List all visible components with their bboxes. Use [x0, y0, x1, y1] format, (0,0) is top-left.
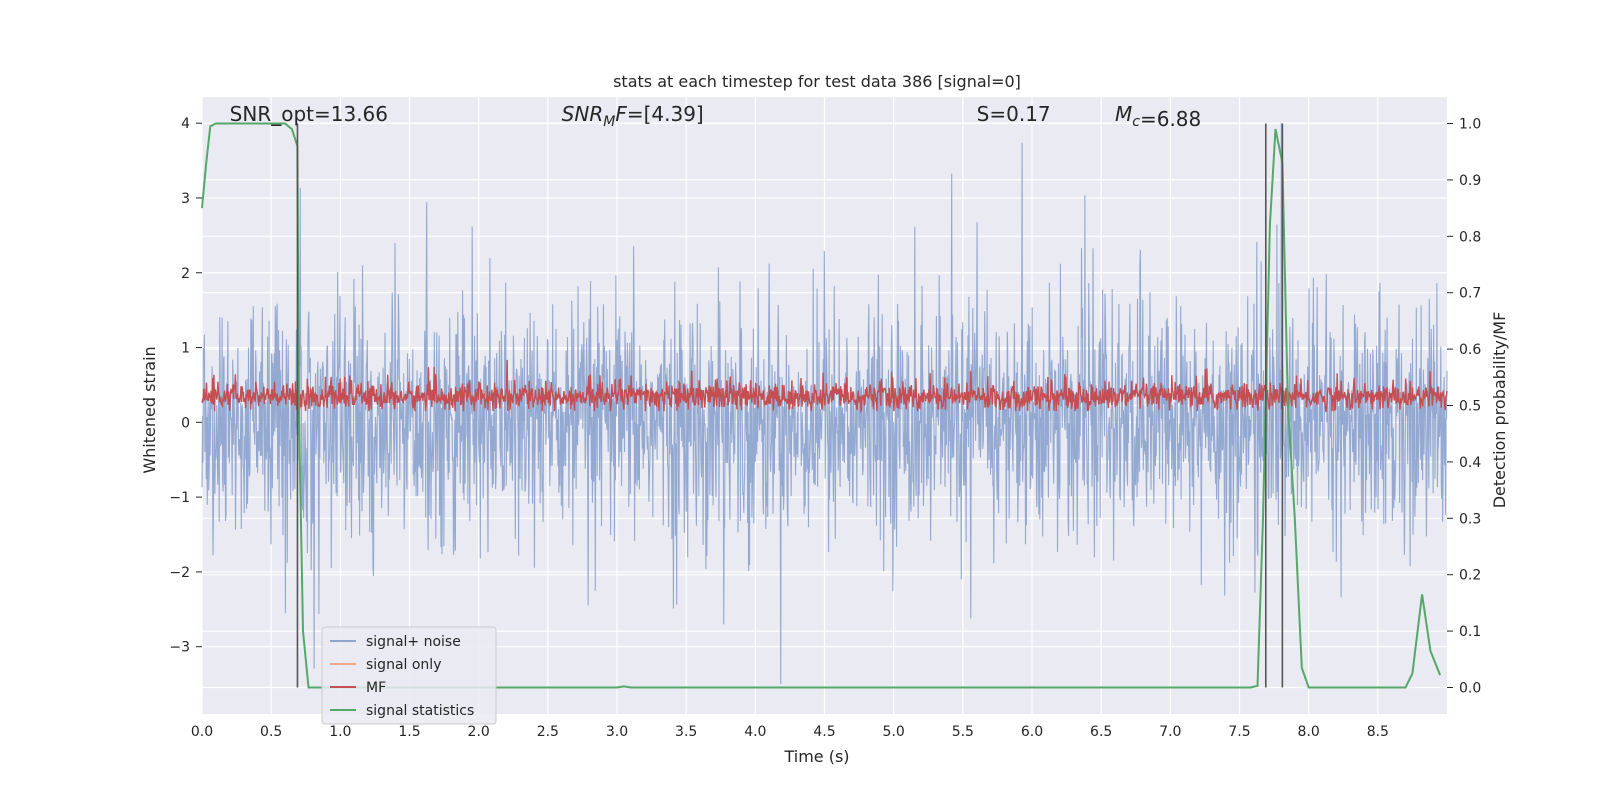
legend-box [321, 626, 497, 725]
x-tick-label: 0.0 [191, 724, 213, 740]
legend-label: signal+ noise [366, 634, 461, 650]
annotation-text: SNRMF=[4.39] [562, 102, 704, 130]
annotation-suffix: F [615, 102, 627, 126]
vertical-markers [296, 123, 1284, 688]
y-tick-label-right: 0.3 [1459, 511, 1481, 527]
x-tick-label: 8.0 [1298, 724, 1320, 740]
x-tick-label: 5.5 [952, 724, 974, 740]
annotation-value: =6.88 [1140, 107, 1201, 131]
x-tick-label: 6.0 [1021, 724, 1043, 740]
x-tick-label: 1.0 [329, 724, 351, 740]
y-tick-label-right: 0.7 [1459, 286, 1481, 302]
y-axis-label-left: Whitened strain [140, 346, 159, 473]
y-tick-label-right: 0.4 [1459, 455, 1481, 471]
annotation-text: S=0.17 [977, 102, 1051, 126]
y-tick-label-right: 1.0 [1459, 117, 1481, 133]
legend-label: signal statistics [366, 703, 474, 719]
y-tick-label-right: 0.1 [1459, 624, 1481, 640]
y-tick-label-left: −1 [169, 490, 190, 506]
annotation-value: =13.66 [314, 102, 388, 126]
signal-statistics-line [201, 122, 1442, 689]
legend-label: MF [366, 680, 386, 696]
signal-noise-series [201, 123, 1448, 685]
y-tick-label-left: −3 [169, 640, 190, 656]
annotation-subscript: c [1132, 114, 1140, 130]
y-tick-label-left: 1 [181, 341, 190, 357]
x-axis-label: Time (s) [783, 747, 849, 766]
y-tick-label-right: 0.9 [1459, 173, 1481, 189]
y-tick-label-left: 3 [181, 191, 190, 207]
x-tick-label: 8.5 [1367, 724, 1389, 740]
y-tick-label-right: 0.0 [1459, 680, 1481, 696]
y-tick-label-right: 0.8 [1459, 229, 1481, 245]
legend-label: signal only [366, 657, 441, 673]
annotation-name: SNR [562, 102, 604, 126]
x-tick-label: 3.5 [675, 724, 697, 740]
y-tick-label-right: 0.6 [1459, 342, 1481, 358]
annotation-value: =0.17 [989, 102, 1050, 126]
x-tick-label: 2.0 [468, 724, 490, 740]
annotation-name: M [1115, 102, 1132, 126]
x-tick-label: 2.5 [537, 724, 559, 740]
annotation-text: Mc=6.88 [1115, 102, 1201, 131]
mf-series [201, 359, 1448, 414]
annotation-name: SNR_opt [230, 102, 314, 126]
signal-statistics-series [201, 122, 1442, 689]
x-tick-label: 0.5 [260, 724, 282, 740]
y-tick-label-left: 2 [181, 266, 190, 282]
x-tick-label: 7.0 [1159, 724, 1181, 740]
x-tick-label: 7.5 [1228, 724, 1250, 740]
x-tick-label: 3.0 [606, 724, 628, 740]
annotation-subscript: M [603, 114, 615, 130]
y-tick-label-right: 0.2 [1459, 568, 1481, 584]
y-tick-label-right: 0.5 [1459, 399, 1481, 415]
annotations: SNR_opt=13.66 SNRMF=[4.39] S=0.17 Mc=6.88 [230, 102, 1202, 131]
annotation-value: =[4.39] [627, 102, 704, 126]
x-tick-label: 6.5 [1090, 724, 1112, 740]
x-tick-label: 1.5 [398, 724, 420, 740]
tick-labels: 0.0 0.5 1.0 1.5 2.0 2.5 3.0 3.5 4.0 4.5 5.0 5.5 6.0 6… [169, 116, 1481, 740]
x-tick-label: 4.0 [744, 724, 766, 740]
y-axis-label-right: Detection probability/MF [1490, 312, 1509, 509]
legend: signal+ noise signal only MF signal statist… [321, 626, 497, 725]
x-tick-label: 5.0 [883, 724, 905, 740]
y-tick-label-left: 0 [181, 415, 190, 431]
chart-title: stats at each timestep for test data 386… [613, 72, 1021, 91]
mf-line [201, 359, 1448, 414]
y-tick-label-left: 4 [181, 116, 190, 132]
x-tick-label: 4.5 [813, 724, 835, 740]
annotation-name: S [977, 102, 990, 126]
signal-noise-line [201, 123, 1448, 685]
y-tick-label-left: −2 [169, 565, 190, 581]
annotation-text: SNR_opt=13.66 [230, 102, 388, 126]
